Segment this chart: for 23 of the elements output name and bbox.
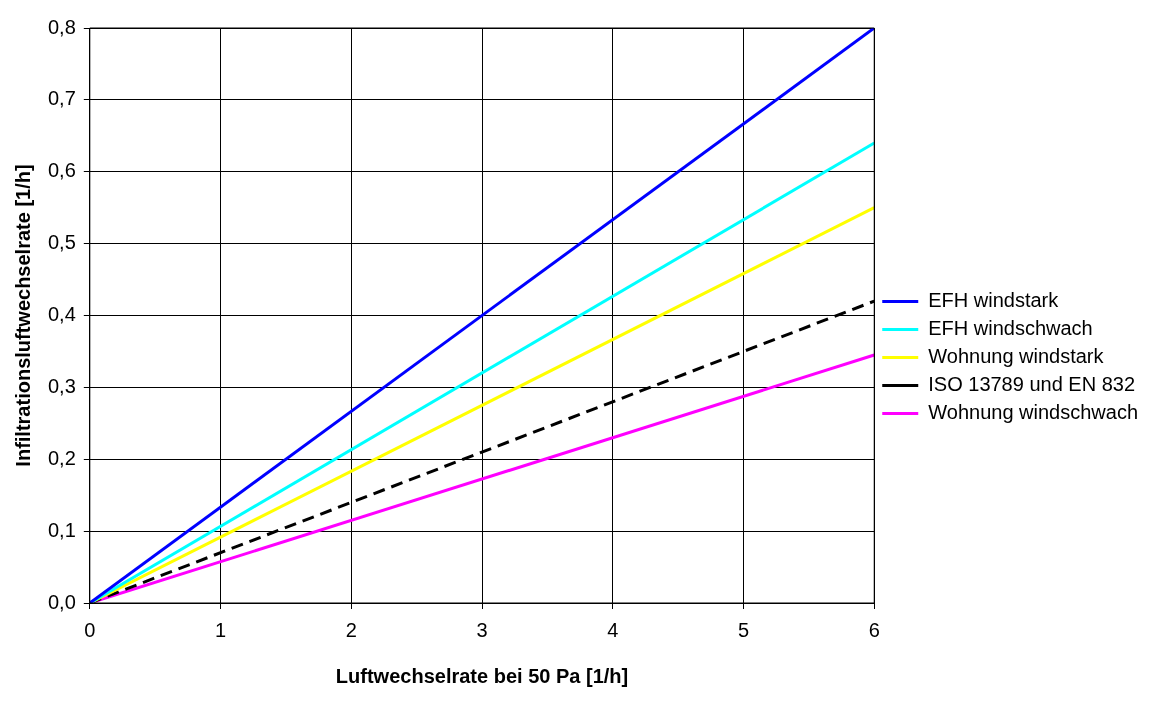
- y-tick-label: 0,0: [47, 590, 76, 613]
- x-tick-label: 2: [345, 618, 357, 641]
- legend-label: EFH windschwach: [928, 317, 1093, 340]
- x-tick-label: 3: [476, 618, 488, 641]
- y-axis-title: Infiltrationsluftwechselrate [1/h]: [11, 164, 34, 467]
- y-tick-label: 0,5: [47, 231, 76, 254]
- x-tick-label: 6: [868, 618, 880, 641]
- x-tick-label: 1: [214, 618, 227, 641]
- y-tick-label: 0,8: [47, 15, 76, 38]
- legend-label: Wohnung windstark: [928, 345, 1105, 368]
- legend-label: ISO 13789 und EN 832: [928, 373, 1136, 396]
- y-tick-label: 0,1: [47, 518, 76, 541]
- x-axis-title: Luftwechselrate bei 50 Pa [1/h]: [335, 664, 629, 687]
- y-tick-label: 0,4: [47, 303, 76, 326]
- x-tick-label: 5: [737, 618, 750, 641]
- y-tick-label: 0,2: [47, 446, 76, 469]
- y-tick-label: 0,3: [47, 374, 76, 397]
- y-tick-label: 0,6: [47, 159, 76, 182]
- legend-label: EFH windstark: [928, 289, 1060, 312]
- x-tick-label: 4: [607, 618, 619, 641]
- y-tick-label: 0,7: [47, 87, 76, 110]
- x-tick-label: 0: [84, 618, 96, 641]
- legend-label: Wohnung windschwach: [928, 401, 1139, 424]
